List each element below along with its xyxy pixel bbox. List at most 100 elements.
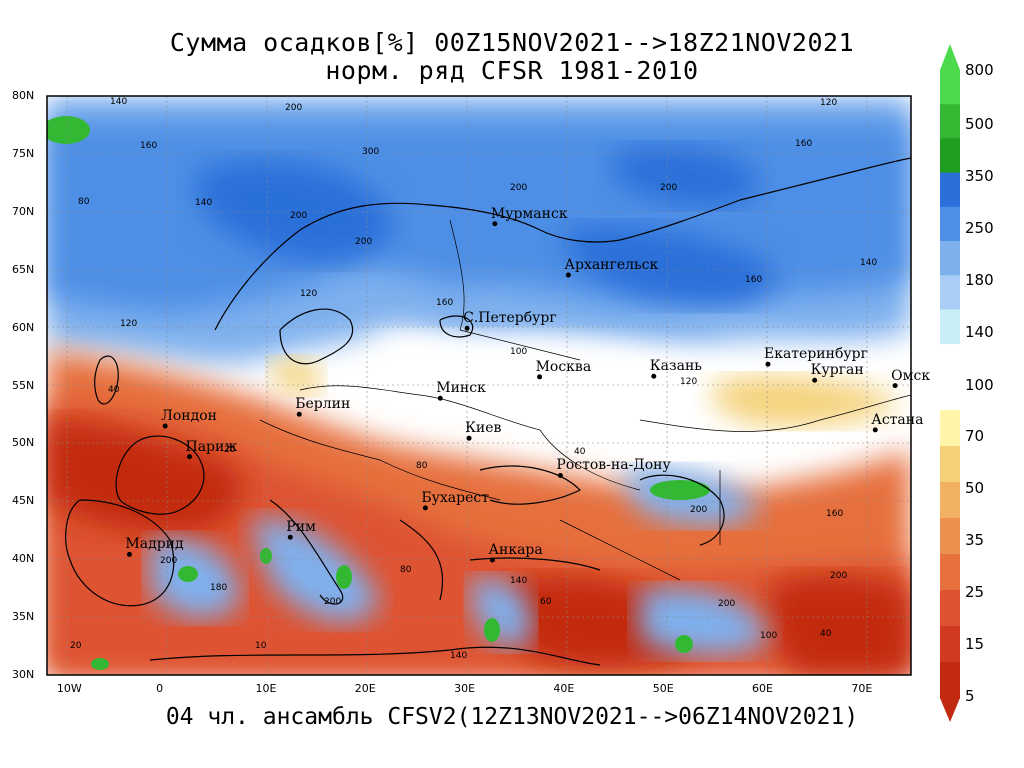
- latitude-label: 40N: [12, 552, 35, 566]
- city-label: Бухарест: [421, 489, 489, 506]
- colorbar-swatch: [940, 241, 960, 276]
- colorbar-swatch: [940, 482, 960, 519]
- contour-value: 160: [795, 139, 812, 149]
- colorbar-label: 100: [965, 376, 994, 394]
- longitude-label: 50E: [652, 682, 674, 695]
- contour-value: 80: [78, 197, 90, 207]
- latitude-label: 30N: [12, 668, 35, 681]
- contour-value: 120: [680, 377, 697, 387]
- contour-value: 140: [195, 198, 212, 208]
- city-label: Анкара: [488, 542, 543, 558]
- city-dot: [466, 435, 472, 441]
- contour-value: 20: [70, 641, 82, 651]
- colorbar-swatch: [940, 662, 960, 699]
- latitude-label: 80N: [12, 89, 35, 102]
- city-dot: [187, 454, 193, 460]
- city-label: Архангельск: [564, 257, 659, 274]
- contour-value: 120: [820, 98, 837, 108]
- colorbar-swatch: [940, 446, 960, 483]
- colorbar-swatch: [940, 104, 960, 139]
- city-label: Мадрид: [125, 536, 184, 553]
- colorbar-label: 50: [965, 479, 985, 497]
- contour-value: 140: [510, 576, 527, 586]
- colorbar-legend: [940, 44, 960, 722]
- latitude-label: 50N: [12, 436, 35, 450]
- colorbar-bottom-arrow: [940, 698, 960, 722]
- latitude-label: 60N: [12, 320, 35, 334]
- contour-value: 160: [826, 509, 843, 519]
- contour-value: 200: [285, 103, 302, 113]
- city-dot: [464, 325, 470, 331]
- city-label: Ростов-на-Дону: [556, 457, 671, 474]
- contour-value: 180: [210, 583, 227, 593]
- city-dot: [422, 505, 428, 511]
- city-dot: [437, 395, 443, 401]
- city-dot: [162, 423, 168, 429]
- contour-value: 200: [718, 599, 735, 609]
- colorbar-swatch: [940, 410, 960, 447]
- contour-value: 60: [540, 597, 552, 607]
- contour-value: 200: [510, 183, 527, 193]
- longitude-label: 20E: [354, 682, 376, 695]
- colorbar-swatch: [940, 518, 960, 555]
- longitude-label: 0: [156, 682, 164, 695]
- city-label: Лондон: [161, 408, 217, 425]
- colorbar-swatch: [940, 554, 960, 591]
- city-dot: [892, 383, 898, 389]
- contour-value: 160: [140, 141, 157, 151]
- city-dot: [557, 472, 563, 478]
- colorbar-label: 250: [965, 219, 994, 237]
- city-dot: [765, 361, 771, 367]
- colorbar-swatch: [940, 275, 960, 310]
- city-dot: [296, 411, 302, 417]
- map-title-line2: норм. ряд CFSR 1981-2010: [325, 56, 699, 85]
- city-dot: [537, 374, 543, 380]
- colorbar-label: 800: [965, 61, 994, 79]
- city-label: Москва: [535, 358, 592, 375]
- longitude-label: 10E: [255, 682, 277, 695]
- city-dot: [126, 551, 132, 557]
- contour-value: 40: [820, 629, 832, 639]
- colorbar-label: 500: [965, 115, 994, 133]
- city-dot: [492, 221, 498, 227]
- longitude-label: 10W: [56, 682, 82, 695]
- contour-value: 200: [355, 237, 372, 247]
- city-dot: [872, 427, 878, 433]
- colorbar-swatch: [940, 70, 960, 105]
- colorbar-label: 15: [965, 635, 985, 653]
- contour-value: 300: [362, 147, 379, 157]
- city-label: С.Петербург: [463, 310, 557, 327]
- contour-value: 80: [416, 461, 428, 471]
- contour-value: 100: [760, 631, 777, 641]
- latitude-label: 45N: [12, 494, 35, 508]
- colorbar-label: 25: [965, 583, 985, 601]
- colorbar-swatch: [940, 590, 960, 627]
- map-title-line1: Сумма осадков[%] 00Z15NOV2021-->18Z21NOV…: [169, 28, 855, 57]
- latitude-label: 65N: [12, 262, 35, 276]
- colorbar-label: 350: [965, 167, 994, 185]
- contour-value: 120: [300, 289, 317, 299]
- longitude-label: 40E: [553, 682, 575, 695]
- contour-value: 40: [108, 385, 120, 395]
- city-label: Екатеринбург: [763, 346, 868, 363]
- city-markers: [126, 221, 898, 563]
- city-label: Киев: [465, 420, 502, 437]
- longitude-label: 60E: [752, 682, 773, 695]
- colorbar-label: 180: [965, 271, 994, 289]
- colorbar-label: 140: [965, 323, 994, 341]
- colorbar-swatch: [940, 309, 960, 345]
- colorbar-top-arrow: [940, 44, 960, 70]
- longitude-label: 70E: [851, 682, 873, 695]
- contour-value: 160: [745, 275, 762, 285]
- grid-lines: [47, 96, 911, 675]
- latitude-label: 35N: [12, 610, 35, 624]
- colorbar-label: 35: [965, 531, 985, 549]
- latitude-label: 70N: [12, 204, 35, 218]
- contour-value: 200: [160, 556, 177, 566]
- city-label: Париж: [185, 438, 238, 455]
- city-dot: [651, 373, 657, 379]
- contour-value: 200: [690, 505, 707, 515]
- city-label: Астана: [871, 411, 924, 428]
- contour-value: 120: [120, 319, 137, 329]
